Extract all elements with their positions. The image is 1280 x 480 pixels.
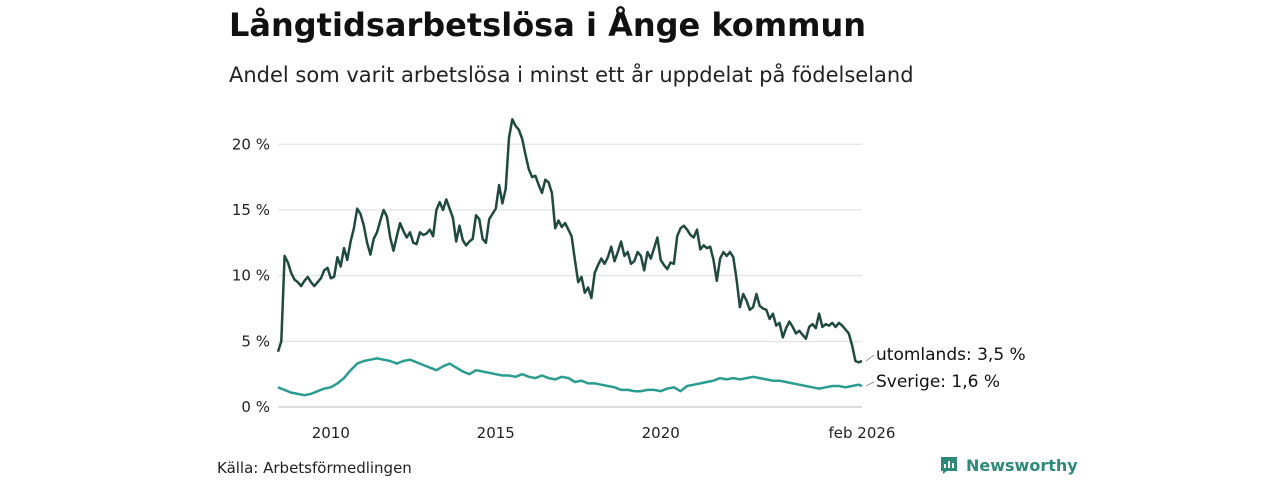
y-tick-label: 15 % bbox=[232, 201, 270, 219]
end-label-sverige: Sverige: 1,6 % bbox=[876, 372, 1000, 392]
end-label-connector bbox=[865, 354, 875, 362]
y-tick-label: 0 % bbox=[241, 398, 270, 416]
source-note: Källa: Arbetsförmedlingen bbox=[217, 459, 412, 477]
end-label-connector bbox=[865, 381, 875, 387]
y-tick-label: 10 % bbox=[232, 267, 270, 285]
newsworthy-logo-icon bbox=[941, 457, 957, 474]
brand-name: Newsworthy bbox=[966, 455, 1078, 475]
series-line-utomlands bbox=[276, 118, 863, 364]
x-tick-label: feb 2026 bbox=[829, 424, 896, 442]
end-label-utomlands: utomlands: 3,5 % bbox=[876, 345, 1026, 365]
chart-title: Långtidsarbetslösa i Ånge kommun bbox=[229, 6, 867, 44]
brand[interactable]: Newsworthy bbox=[939, 455, 1078, 475]
x-tick-label: 2020 bbox=[642, 424, 680, 442]
chart-subtitle: Andel som varit arbetslösa i minst ett å… bbox=[229, 63, 914, 87]
y-tick-label: 5 % bbox=[241, 332, 270, 350]
x-tick-label: 2010 bbox=[312, 424, 350, 442]
x-tick-label: 2015 bbox=[477, 424, 515, 442]
series-line-sverige bbox=[277, 357, 863, 397]
y-tick-label: 20 % bbox=[232, 135, 270, 153]
